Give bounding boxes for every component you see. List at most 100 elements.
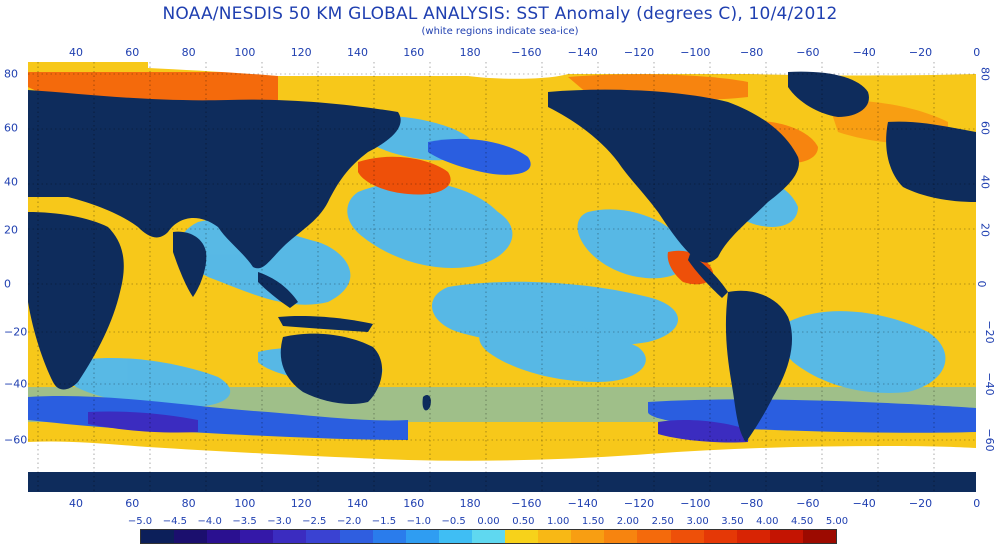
top-lon-tick: −100 [680, 46, 711, 59]
land [28, 71, 976, 492]
colorbar-swatch [637, 530, 671, 543]
colorbar-swatch [174, 530, 208, 543]
bottom-lon-tick: −40 [852, 497, 876, 510]
right-lat-tick: 60 [978, 121, 992, 135]
colorbar-swatch [471, 530, 506, 543]
colorbar-swatch [141, 530, 175, 543]
top-lon-tick: 140 [347, 46, 368, 59]
colorbar-label: 4.00 [756, 516, 779, 527]
top-lon-tick: 180 [459, 46, 481, 59]
colorbar-label: −3.5 [232, 516, 257, 527]
left-lat-tick: 20 [4, 223, 18, 237]
colorbar-label: −4.5 [162, 516, 187, 527]
top-lon-tick: −140 [567, 46, 598, 59]
left-lat-tick: −20 [4, 325, 28, 339]
colorbar-label: 3.00 [686, 516, 709, 527]
colorbar-label: 2.50 [651, 516, 674, 527]
right-lat-tick: 80 [978, 67, 992, 81]
bottom-lon-tick: −20 [908, 497, 933, 510]
colorbar-label: 5.00 [825, 516, 849, 527]
colorbar-swatch [802, 530, 836, 543]
bottom-lon-tick: 160 [403, 497, 425, 510]
top-lon-tick: 40 [69, 46, 83, 59]
top-lon-tick: 100 [234, 46, 256, 59]
page-title: NOAA/NESDIS 50 KM GLOBAL ANALYSIS: SST A… [162, 4, 838, 24]
graticule [28, 62, 976, 492]
bottom-lon-tick: −120 [623, 497, 655, 510]
colorbar-swatch [736, 530, 770, 543]
colorbar-swatch [405, 530, 439, 543]
top-lon-tick: −60 [796, 46, 820, 59]
left-lat-tick: −40 [4, 377, 28, 391]
colorbar-swatch [571, 530, 605, 543]
left-lat-tick: −60 [4, 433, 28, 447]
colorbar-labels: −5.0 −4.5 −4.0 −3.5 −3.0 −2.5 −2.0 −1.5 −1.0 −0.5… [0, 516, 1000, 528]
colorbar-label: 0.50 [512, 516, 535, 527]
colorbar-label: 1.00 [547, 516, 570, 527]
bottom-lon-tick: −80 [739, 497, 764, 510]
colorbar-label: −2.0 [336, 516, 362, 527]
bottom-lon-tick: 140 [347, 497, 368, 510]
bottom-lon-tick: 100 [234, 497, 256, 510]
right-lat-tick: 0 [975, 280, 988, 288]
right-lat-tick: 20 [978, 223, 992, 237]
strong-cold-bands [28, 138, 976, 443]
top-lon-tick: −20 [908, 46, 933, 59]
colorbar [140, 529, 837, 544]
colorbar-label: −3.0 [267, 516, 292, 527]
top-lon-tick: 0 [973, 46, 981, 59]
left-lat-tick: 40 [4, 175, 18, 189]
colorbar-swatch [240, 530, 274, 543]
colorbar-swatch [538, 530, 572, 543]
right-lat-tick: −40 [983, 372, 997, 396]
top-lon-tick: 120 [290, 46, 312, 59]
colorbar-label: −4.0 [197, 516, 222, 527]
bottom-lon-tick: −160 [511, 497, 542, 510]
colorbar-label: 1.50 [581, 516, 605, 527]
colorbar-swatch [306, 530, 340, 543]
bottom-lon-tick: 180 [459, 497, 481, 510]
left-lat-tick: 0 [4, 277, 11, 291]
colorbar-swatch [273, 530, 307, 543]
top-lon-tick: −80 [739, 46, 764, 59]
colorbar-swatch [438, 530, 472, 543]
top-lon-tick: 60 [125, 46, 140, 59]
top-lon-tick: −120 [623, 46, 655, 59]
bottom-lon-tick: −60 [796, 497, 820, 510]
colorbar-label: 0.00 [477, 516, 500, 527]
colorbar-label: 2.00 [616, 516, 640, 527]
colorbar-swatch [703, 530, 737, 543]
colorbar-swatch [604, 530, 638, 543]
bottom-lon-tick: 0 [973, 497, 981, 510]
colorbar-label: −0.5 [441, 516, 466, 527]
left-lat-tick: 80 [4, 67, 18, 81]
colorbar-label: 4.50 [791, 516, 814, 527]
colorbar-swatch [339, 530, 373, 543]
colorbar-swatch [670, 530, 704, 543]
colorbar-swatch [372, 530, 406, 543]
sst-anomaly-map [28, 62, 976, 492]
colorbar-label: −2.5 [302, 516, 327, 527]
colorbar-label: 3.50 [721, 516, 744, 527]
top-lon-tick: −40 [852, 46, 876, 59]
top-lon-tick: 160 [403, 46, 425, 59]
top-lon-tick: −160 [511, 46, 542, 59]
bottom-lon-tick: 40 [69, 497, 83, 510]
bottom-lon-tick: −140 [567, 497, 598, 510]
right-lat-tick: 40 [978, 175, 992, 189]
bottom-lon-tick: 80 [181, 497, 196, 510]
bottom-lon-tick: −100 [680, 497, 711, 510]
bottom-lon-tick: 120 [290, 497, 312, 510]
left-lat-tick: 60 [4, 121, 18, 135]
right-lat-tick: −60 [983, 428, 997, 452]
colorbar-label: −5.0 [127, 516, 153, 527]
colorbar-label: −1.5 [371, 516, 397, 527]
page-subtitle: (white regions indicate sea-ice) [421, 26, 579, 37]
colorbar-swatch [505, 530, 539, 543]
right-lat-tick: −20 [983, 320, 997, 344]
colorbar-swatch [769, 530, 803, 543]
top-lon-tick: 80 [181, 46, 196, 59]
bottom-lon-tick: 60 [125, 497, 140, 510]
colorbar-swatch [207, 530, 241, 543]
colorbar-label: −1.0 [406, 516, 431, 527]
